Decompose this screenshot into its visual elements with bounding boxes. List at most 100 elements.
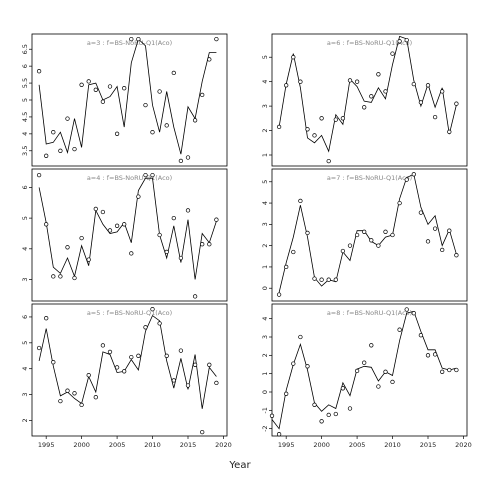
x-tick-label: 2010 bbox=[144, 441, 161, 449]
data-point bbox=[376, 384, 381, 389]
data-point bbox=[207, 242, 212, 247]
data-point bbox=[291, 55, 296, 60]
data-point bbox=[312, 276, 317, 281]
data-point bbox=[312, 402, 317, 407]
y-tick-label: 2 bbox=[261, 353, 269, 357]
data-point bbox=[72, 146, 77, 152]
data-point bbox=[44, 316, 49, 321]
data-point bbox=[390, 379, 395, 385]
data-point bbox=[150, 307, 155, 312]
data-point bbox=[171, 70, 176, 76]
data-point bbox=[447, 228, 452, 233]
data-point bbox=[312, 133, 317, 138]
data-point bbox=[298, 79, 303, 84]
y-tick-label: 4 bbox=[261, 201, 269, 205]
data-point bbox=[362, 229, 367, 234]
fit-line bbox=[278, 173, 457, 293]
data-point bbox=[333, 117, 338, 122]
y-tick-label: 0 bbox=[261, 390, 269, 394]
fit-line bbox=[38, 38, 217, 155]
data-point bbox=[454, 367, 459, 373]
data-point bbox=[100, 343, 106, 348]
x-tick-label: 2010 bbox=[384, 441, 401, 449]
data-point bbox=[171, 378, 176, 383]
data-point bbox=[411, 81, 416, 87]
data-point bbox=[114, 223, 120, 228]
data-point bbox=[122, 86, 127, 91]
data-point bbox=[143, 325, 148, 330]
y-tick-label: 4.5 bbox=[21, 112, 29, 122]
panel-frame bbox=[31, 33, 228, 167]
data-point bbox=[207, 362, 212, 367]
data-point bbox=[418, 210, 424, 215]
panel-frame bbox=[271, 168, 468, 302]
data-point bbox=[171, 215, 176, 221]
data-point bbox=[425, 83, 431, 88]
y-tick-label: 4 bbox=[261, 80, 269, 84]
panel-2: a=6 : f=BS-NoRU-Q1(Aco) 1 2 3 4 5 bbox=[261, 33, 468, 167]
data-point bbox=[214, 217, 219, 222]
data-point bbox=[404, 307, 409, 312]
y-tick-label: 4 bbox=[21, 132, 29, 136]
data-point bbox=[397, 39, 402, 44]
data-point bbox=[65, 388, 70, 393]
data-point bbox=[340, 248, 346, 254]
panel-1: a=3 : f=BS-NoRU-Q1(Aco) 3.5 4 4.5 5 5.5 6 6.5 bbox=[21, 33, 228, 167]
x-tick-label: 2015 bbox=[420, 441, 437, 449]
data-point bbox=[354, 232, 360, 238]
y-tick-label: 2 bbox=[261, 128, 269, 132]
data-point bbox=[136, 36, 141, 42]
data-point bbox=[326, 158, 331, 164]
data-point bbox=[397, 327, 402, 332]
data-point bbox=[276, 292, 282, 297]
data-point bbox=[354, 79, 360, 84]
y-tick-label: -1 bbox=[261, 407, 269, 413]
data-point bbox=[107, 349, 113, 355]
data-point bbox=[284, 391, 289, 396]
x-tick-label: 2020 bbox=[455, 441, 472, 449]
data-point bbox=[122, 369, 127, 374]
panel-6: a=8 : f=BS-NoRU-Q1(Aco) -2 -1 0 1 2 3 4 1995 2000… bbox=[261, 303, 472, 449]
data-point bbox=[362, 105, 367, 110]
data-point bbox=[376, 243, 381, 248]
y-tick-label: 5 bbox=[261, 180, 269, 184]
data-point bbox=[51, 274, 56, 279]
x-axis-label: Year bbox=[229, 460, 251, 471]
y-tick-label: 6.5 bbox=[21, 44, 29, 54]
data-point bbox=[44, 222, 49, 227]
data-point bbox=[164, 123, 169, 128]
x-tick-label: 1995 bbox=[38, 441, 55, 449]
data-point bbox=[178, 158, 184, 164]
data-point bbox=[129, 354, 134, 360]
data-point bbox=[354, 368, 360, 374]
data-point bbox=[36, 172, 42, 178]
data-point bbox=[376, 72, 381, 77]
data-point bbox=[129, 251, 134, 256]
data-point bbox=[72, 391, 77, 396]
data-point bbox=[178, 348, 184, 353]
panel-title: a=8 : f=BS-NoRU-Q1(Aco) bbox=[327, 309, 412, 317]
data-point bbox=[36, 69, 42, 74]
data-point bbox=[305, 230, 310, 236]
panel-title: a=4 : f=BS-NoRU-Q1(Aco) bbox=[87, 174, 172, 182]
panel-title: a=7 : f=BS-NoRU-Q1(Aco) bbox=[327, 174, 412, 182]
data-point bbox=[143, 172, 148, 178]
data-point bbox=[284, 264, 289, 270]
data-point bbox=[185, 383, 191, 388]
data-point bbox=[93, 206, 98, 212]
data-point bbox=[347, 78, 353, 83]
data-point bbox=[383, 229, 388, 234]
y-tick-label: 2 bbox=[21, 418, 29, 422]
data-point bbox=[326, 412, 331, 418]
data-point bbox=[136, 353, 141, 358]
data-point bbox=[93, 395, 98, 400]
data-point bbox=[58, 274, 63, 279]
y-tick-label: 3 bbox=[261, 222, 269, 226]
data-point bbox=[79, 402, 84, 408]
y-tick-label: -2 bbox=[261, 425, 269, 431]
panel-frame bbox=[271, 303, 468, 437]
panel-title: a=6 : f=BS-NoRU-Q1(Aco) bbox=[327, 39, 412, 47]
data-point bbox=[404, 37, 409, 43]
data-point bbox=[369, 343, 374, 348]
y-tick-label: 5 bbox=[21, 216, 29, 220]
